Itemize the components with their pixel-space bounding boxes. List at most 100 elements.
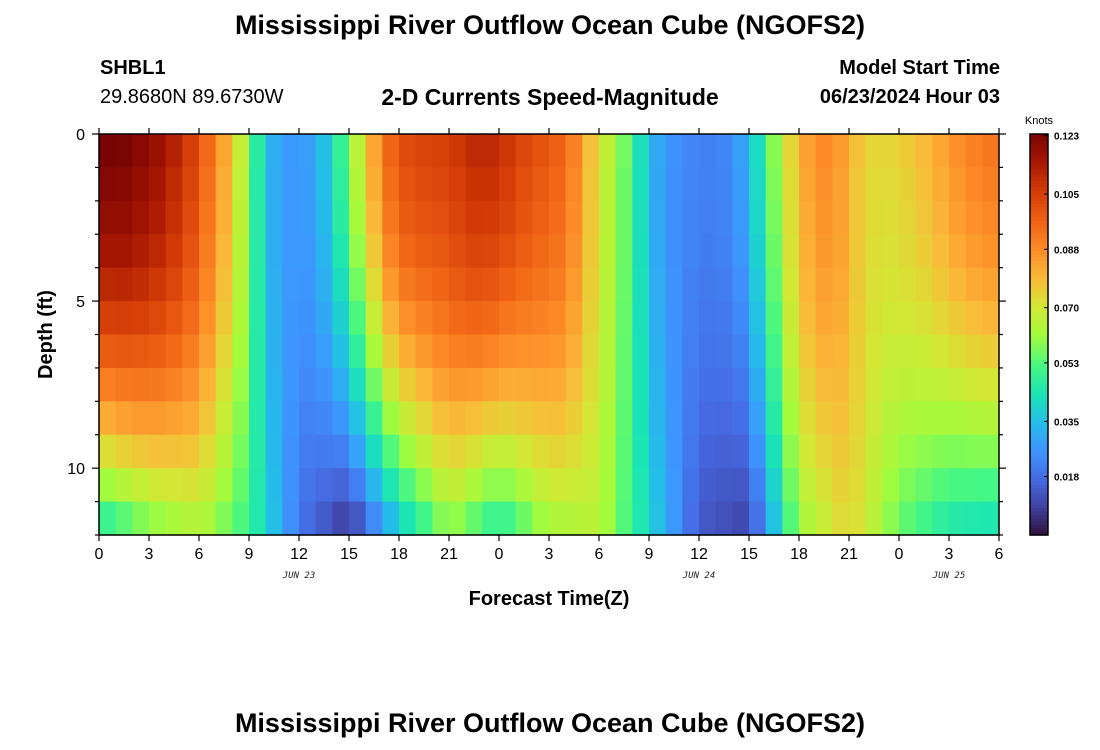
heatmap-cell: [332, 334, 350, 369]
heatmap-cell: [149, 468, 167, 503]
heatmap-cell: [315, 200, 333, 235]
heatmap-cell: [349, 200, 367, 235]
date-label: JUN 24: [682, 571, 716, 581]
colorbar-step: [1030, 464, 1048, 469]
heatmap-cell: [665, 134, 683, 169]
heatmap-cell: [699, 200, 717, 235]
colorbar-tick-label: 0.035: [1054, 417, 1079, 428]
heatmap-cell: [115, 167, 133, 202]
heatmap-cell: [532, 301, 550, 336]
heatmap-cell: [832, 234, 850, 269]
colorbar-step: [1030, 501, 1048, 506]
heatmap-cell: [832, 401, 850, 436]
colorbar-step: [1030, 311, 1048, 316]
heatmap-cell: [749, 468, 767, 503]
colorbar-step: [1030, 160, 1048, 165]
y-tick-label: 10: [67, 461, 85, 478]
heatmap-cell: [199, 267, 217, 302]
heatmap-cell: [499, 434, 517, 469]
heatmap-cell: [249, 167, 267, 202]
heatmap-cell: [449, 167, 467, 202]
heatmap-cell: [199, 234, 217, 269]
heatmap-cell: [765, 301, 783, 336]
heatmap-cell: [499, 501, 517, 536]
heatmap-cell: [99, 501, 117, 536]
heatmap-cell: [932, 401, 950, 436]
heatmap-cell: [715, 367, 733, 402]
heatmap-cell: [149, 367, 167, 402]
heatmap-cell: [832, 134, 850, 169]
heatmap-cell: [299, 501, 317, 536]
colorbar-step: [1030, 438, 1048, 443]
heatmap-cell: [465, 200, 483, 235]
heatmap-cell: [865, 167, 883, 202]
heatmap-cell: [165, 301, 183, 336]
heatmap-cell: [332, 367, 350, 402]
heatmap-cell: [832, 501, 850, 536]
heatmap-cell: [599, 334, 617, 369]
colorbar-step: [1030, 347, 1048, 352]
colorbar-step: [1030, 317, 1048, 322]
colorbar-step: [1030, 284, 1048, 289]
colorbar-step: [1030, 504, 1048, 509]
heatmap-cell: [115, 301, 133, 336]
heatmap-cell: [132, 367, 150, 402]
heatmap-cell: [799, 501, 817, 536]
heatmap-cell: [682, 301, 700, 336]
colorbar-step: [1030, 411, 1048, 416]
station-id: SHBL1: [100, 57, 166, 79]
heatmap-cell: [949, 468, 967, 503]
heatmap-cell: [632, 468, 650, 503]
heatmap-cell: [182, 267, 200, 302]
colorbar-step: [1030, 367, 1048, 372]
x-tick-label: 21: [440, 546, 458, 563]
heatmap-cell: [349, 334, 367, 369]
heatmap-cell: [615, 501, 633, 536]
heatmap-cell: [682, 200, 700, 235]
heatmap-cell: [465, 234, 483, 269]
colorbar-step: [1030, 297, 1048, 302]
heatmap-cell: [265, 301, 283, 336]
heatmap-cell: [549, 468, 567, 503]
heatmap-cell: [799, 267, 817, 302]
colorbar-step: [1030, 224, 1048, 229]
heatmap-cell: [399, 234, 417, 269]
heatmap-cell: [549, 301, 567, 336]
heatmap-cell: [799, 434, 817, 469]
heatmap-cell: [832, 367, 850, 402]
heatmap-cell: [982, 301, 1000, 336]
heatmap-cell: [649, 134, 667, 169]
heatmap-cell: [549, 401, 567, 436]
heatmap-cell: [249, 200, 267, 235]
heatmap-cell: [899, 434, 917, 469]
heatmap-cell: [532, 434, 550, 469]
heatmap-cell: [449, 301, 467, 336]
heatmap-cell: [432, 434, 450, 469]
heatmap-cell: [849, 134, 867, 169]
heatmap-cell: [932, 267, 950, 302]
heatmap-cell: [699, 501, 717, 536]
heatmap-cell: [382, 434, 400, 469]
heatmap-cell: [815, 134, 833, 169]
heatmap-cell: [382, 267, 400, 302]
heatmap-cell: [849, 334, 867, 369]
heatmap-cell: [232, 401, 250, 436]
heatmap-cell: [282, 167, 300, 202]
heatmap-cell: [849, 234, 867, 269]
heatmap-cell: [282, 134, 300, 169]
heatmap-cell: [165, 234, 183, 269]
heatmap-cell: [749, 334, 767, 369]
heatmap-cell: [232, 301, 250, 336]
heatmap-cell: [482, 334, 500, 369]
heatmap-cell: [165, 468, 183, 503]
heatmap-cell: [549, 501, 567, 536]
heatmap-cell: [582, 434, 600, 469]
heatmap-cell: [532, 234, 550, 269]
heatmap-cells: [99, 134, 1000, 536]
heatmap-cell: [415, 301, 433, 336]
heatmap-cell: [99, 301, 117, 336]
colorbar-step: [1030, 524, 1048, 529]
heatmap-cell: [449, 267, 467, 302]
heatmap-cell: [582, 367, 600, 402]
heatmap-cell: [649, 468, 667, 503]
